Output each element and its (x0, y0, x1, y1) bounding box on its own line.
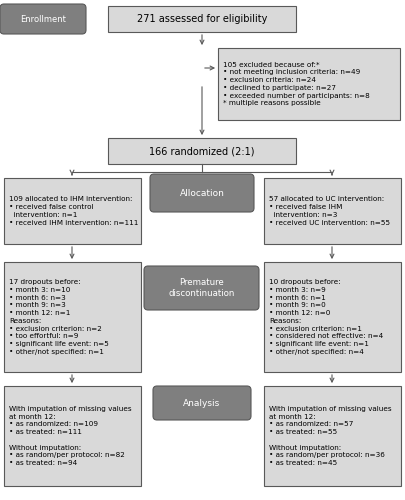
FancyBboxPatch shape (149, 174, 254, 212)
Text: 10 dropouts before:
• month 3: n=9
• month 6: n=1
• month 9: n=0
• month 12: n=0: 10 dropouts before: • month 3: n=9 • mon… (269, 279, 382, 355)
Text: With imputation of missing values
at month 12:
• as randomized: n=57
• as treate: With imputation of missing values at mon… (269, 406, 391, 466)
Text: 17 dropouts before:
• month 3: n=10
• month 6: n=3
• month 9: n=3
• month 12: n=: 17 dropouts before: • month 3: n=10 • mo… (9, 279, 109, 355)
Bar (263, 386, 400, 486)
Text: Analysis: Analysis (183, 398, 220, 407)
Text: 109 allocated to IHM intervention:
• received false control
  intervention: n=1
: 109 allocated to IHM intervention: • rec… (9, 196, 138, 226)
Bar (108, 138, 295, 164)
Bar (4, 262, 141, 372)
Text: 105 excluded because of:*
• not meeting inclusion criteria: n=49
• exclusion cri: 105 excluded because of:* • not meeting … (222, 62, 369, 106)
Bar (217, 48, 399, 120)
FancyBboxPatch shape (144, 266, 258, 310)
FancyBboxPatch shape (0, 4, 86, 34)
Text: 271 assessed for eligibility: 271 assessed for eligibility (136, 14, 266, 24)
Bar (4, 386, 141, 486)
Text: 57 allocated to UC intervention:
• received false IHM
  intervention: n=3
• rece: 57 allocated to UC intervention: • recei… (269, 196, 389, 226)
Bar (263, 178, 400, 244)
Text: Premature
discontinuation: Premature discontinuation (168, 278, 234, 298)
Text: Enrollment: Enrollment (20, 14, 66, 24)
FancyBboxPatch shape (153, 386, 250, 420)
Bar (4, 178, 141, 244)
Text: 166 randomized (2:1): 166 randomized (2:1) (149, 146, 254, 156)
Text: Allocation: Allocation (179, 188, 224, 198)
Text: With imputation of missing values
at month 12:
• as randomized: n=109
• as treat: With imputation of missing values at mon… (9, 406, 131, 466)
Bar (263, 262, 400, 372)
Bar (108, 6, 295, 32)
